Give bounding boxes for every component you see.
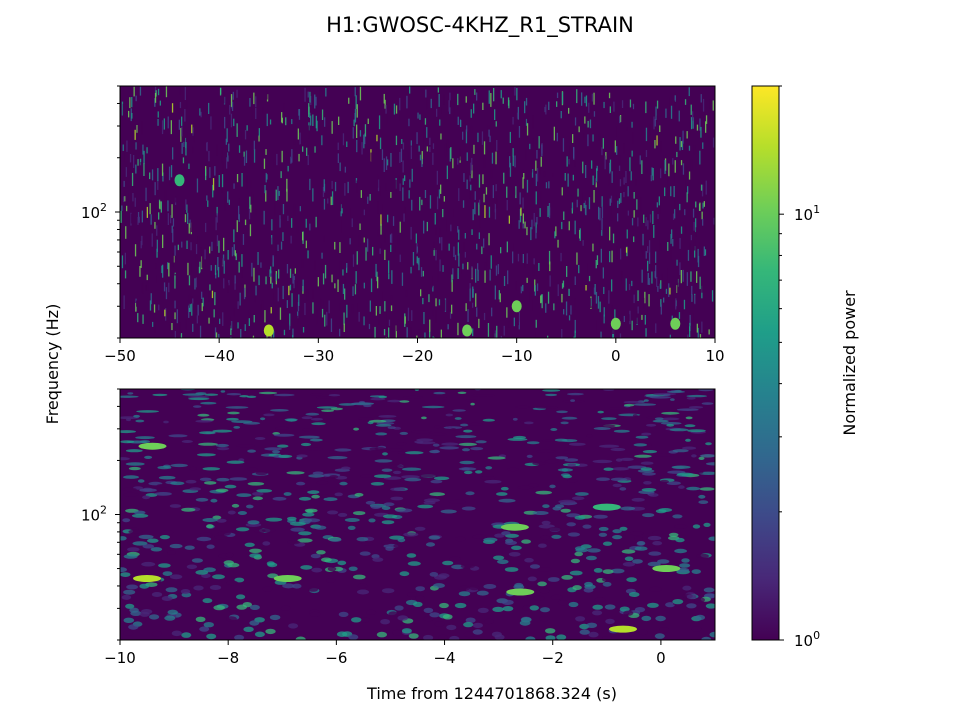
bottom-panel: −10 −8 −6 −4 −2 0 102 [81, 388, 716, 667]
top-panel-hotspot-3 [670, 317, 681, 330]
top-panel-x-tick-label: −40 [203, 347, 235, 365]
bottom-panel-x-tick-label: −8 [217, 649, 239, 667]
top-panel-y-tick-label: 102 [81, 201, 107, 222]
bottom-panel-hotspot-3 [609, 625, 637, 633]
colorbar-ticks: 100 101 [779, 85, 820, 650]
top-panel-x-tick-label: −10 [501, 347, 533, 365]
bottom-heatmap [120, 389, 715, 640]
bottom-panel-hotspot-2 [506, 588, 535, 596]
top-panel-x-tick-label: −20 [402, 347, 434, 365]
bottom-panel-hotspot-4 [500, 523, 529, 531]
bottom-panel-x-tick-label: −10 [104, 649, 136, 667]
bottom-panel-x-tick-label: −4 [433, 649, 455, 667]
x-axis-label: Time from 1244701868.324 (s) [366, 684, 617, 703]
colorbar-tick-label: 101 [794, 203, 820, 224]
top-panel-hotspot-4 [174, 174, 185, 187]
y-axis-label: Frequency (Hz) [43, 304, 62, 425]
bottom-panel-x-tick-label: −6 [325, 649, 347, 667]
bottom-panel-x-tick-label: −2 [542, 649, 564, 667]
top-panel-x-tick-label: 0 [611, 347, 621, 365]
top-panel: −50 −40 −30 −20 −10 0 10 102 [81, 85, 725, 365]
bottom-panel-hotspot-1 [273, 575, 302, 582]
bottom-panel-hotspot-0 [133, 575, 161, 582]
colorbar-tick-label: 100 [794, 629, 820, 650]
top-panel-x-tick-label: −30 [303, 347, 335, 365]
top-x-ticks: −50 −40 −30 −20 −10 0 10 [104, 338, 725, 365]
bottom-panel-x-tick-label: 0 [656, 649, 666, 667]
bottom-y-ticks: 102 [81, 388, 120, 641]
bottom-panel-hotspot-6 [592, 503, 621, 511]
top-panel-hotspot-5 [511, 300, 522, 313]
bottom-panel-hotspot-5 [652, 565, 681, 572]
bottom-x-ticks: −10 −8 −6 −4 −2 0 [104, 640, 666, 667]
top-heatmap [120, 86, 715, 338]
bottom-panel-hotspot-7 [138, 442, 167, 450]
top-panel-hotspot-2 [610, 317, 621, 330]
top-y-ticks: 102 [81, 85, 120, 339]
top-panel-hotspot-1 [462, 324, 473, 337]
top-panel-hotspot-0 [263, 324, 274, 337]
bottom-panel-y-tick-label: 102 [81, 504, 107, 525]
colorbar-gradient [751, 85, 780, 641]
top-panel-x-tick-label: −50 [104, 347, 136, 365]
colorbar-label: Normalized power [840, 290, 859, 436]
top-panel-x-tick-label: 10 [705, 347, 724, 365]
colorbar: 100 101 Normalized power [751, 85, 859, 650]
figure-title: H1:GWOSC-4KHZ_R1_STRAIN [326, 13, 634, 38]
